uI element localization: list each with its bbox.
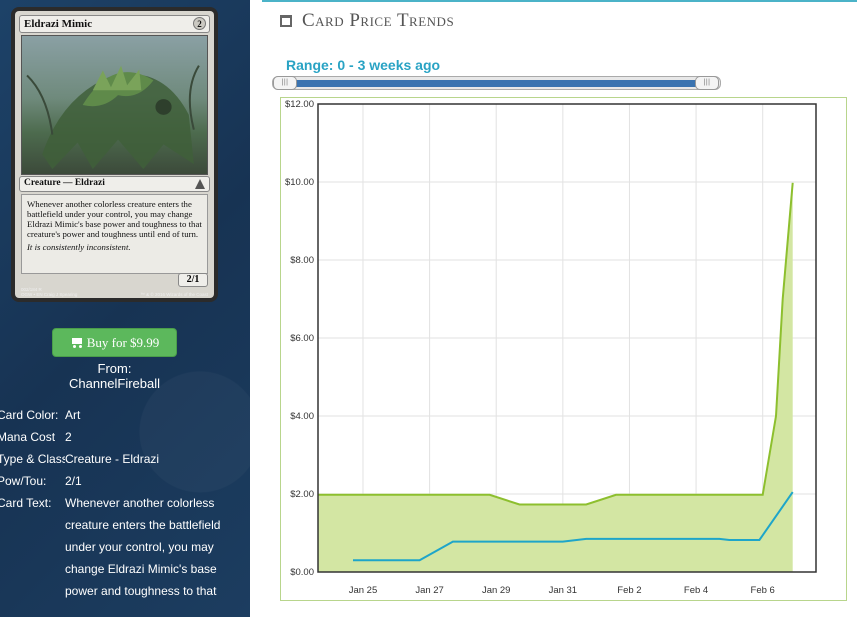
info-row-pow-tou: Pow/Tou: 2/1	[0, 470, 235, 492]
set-symbol-icon	[195, 179, 205, 189]
price-series-line-blue	[353, 491, 794, 562]
info-label: Pow/Tou:	[0, 474, 47, 488]
card-power-toughness: 2/1	[178, 273, 208, 287]
x-tick-label: Jan 29	[482, 585, 511, 596]
y-tick-label: $8.00	[290, 255, 314, 266]
card-type-line: Creature — Eldrazi	[19, 176, 210, 192]
y-tick-label: $12.00	[285, 99, 314, 110]
info-label: Card Text:	[0, 496, 52, 510]
card-artwork	[21, 35, 208, 175]
info-label: Card Color:	[0, 408, 59, 422]
range-slider-start-handle[interactable]: |||	[273, 76, 297, 90]
info-value: Whenever another colorless creature ente…	[65, 496, 221, 598]
info-value: 2	[65, 430, 72, 444]
info-row-type: Type & Class: Creature - Eldrazi	[0, 448, 235, 470]
buy-button-label: Buy for $9.99	[86, 335, 160, 350]
range-slider[interactable]: ||| |||	[272, 76, 721, 90]
shopping-cart-icon	[70, 337, 83, 348]
info-value: 2/1	[65, 474, 82, 488]
card-title-bar: Eldrazi Mimic 2	[19, 15, 210, 33]
mana-symbol-icon: 2	[193, 17, 206, 30]
info-row-mana-cost: Mana Cost 2	[0, 426, 235, 448]
info-value: Art	[65, 408, 81, 422]
range-slider-fill	[285, 80, 710, 87]
info-label: Type & Class:	[0, 452, 65, 466]
calendar-icon	[280, 15, 292, 27]
card-sidebar: Eldrazi Mimic 2 Creature — Eldrazi Whene…	[0, 0, 250, 617]
x-tick-label: Feb 2	[617, 585, 641, 596]
top-divider	[262, 0, 857, 2]
buy-button[interactable]: Buy for $9.99	[52, 328, 177, 357]
range-slider-end-handle[interactable]: |||	[695, 76, 719, 90]
page-title-text: Card Price Trends	[302, 10, 455, 31]
y-tick-label: $0.00	[290, 567, 314, 578]
price-area-fill	[318, 182, 793, 573]
page-title: Card Price Trends	[280, 10, 454, 34]
price-chart: $0.00 $2.00 $4.00 $6.00 $8.00 $10.00 $12.00 Jan…	[280, 97, 847, 601]
x-tick-label: Jan 25	[349, 585, 378, 596]
card-copyright: ™ & © 2016 Wizards of the Coast	[140, 292, 208, 297]
x-tick-label: Jan 31	[549, 585, 578, 596]
price-chart-svg: $0.00 $2.00 $4.00 $6.00 $8.00 $10.00 $12.00 Jan…	[285, 99, 817, 596]
range-label: Range: 0 - 3 weeks ago	[286, 57, 441, 73]
card-collector-number: 002/184 R	[21, 287, 42, 292]
card-text-box: Whenever another colorless creature ente…	[21, 194, 208, 274]
info-row-card-text: Card Text: Whenever another colorless cr…	[0, 492, 235, 602]
card-rules-text: Whenever another colorless creature ente…	[27, 199, 202, 239]
artwork-illustration	[26, 65, 200, 170]
y-tick-label: $10.00	[285, 177, 314, 188]
seller-text: From: ChannelFireball	[68, 361, 161, 391]
info-row-color: Card Color: Art	[0, 404, 235, 426]
x-tick-label: Feb 4	[684, 585, 708, 596]
info-value: Creature - Eldrazi	[65, 452, 160, 466]
y-tick-label: $6.00	[290, 333, 314, 344]
card-info-table: Card Color: Art Mana Cost 2 Type & Class…	[0, 404, 235, 602]
card-frame: Eldrazi Mimic 2 Creature — Eldrazi Whene…	[15, 11, 214, 298]
card-type-text: Creature — Eldrazi	[24, 178, 105, 188]
price-series-line-green	[318, 182, 794, 506]
y-tick-label: $2.00	[290, 489, 314, 500]
card-artist-line: OGW • EN Craig J Spearing	[21, 292, 78, 297]
plot-frame	[317, 103, 817, 573]
sidebar-gutter	[250, 0, 262, 617]
card-name: Eldrazi Mimic	[24, 18, 93, 30]
card-image: Eldrazi Mimic 2 Creature — Eldrazi Whene…	[11, 7, 218, 302]
x-tick-label: Jan 27	[415, 585, 444, 596]
card-footer: 002/184 R OGW • EN Craig J Spearing ™ & …	[21, 287, 208, 297]
y-tick-label: $4.00	[290, 411, 314, 422]
info-label: Mana Cost	[0, 430, 56, 444]
x-tick-label: Feb 6	[751, 585, 775, 596]
card-flavor-text: It is consistently inconsistent.	[27, 242, 131, 252]
